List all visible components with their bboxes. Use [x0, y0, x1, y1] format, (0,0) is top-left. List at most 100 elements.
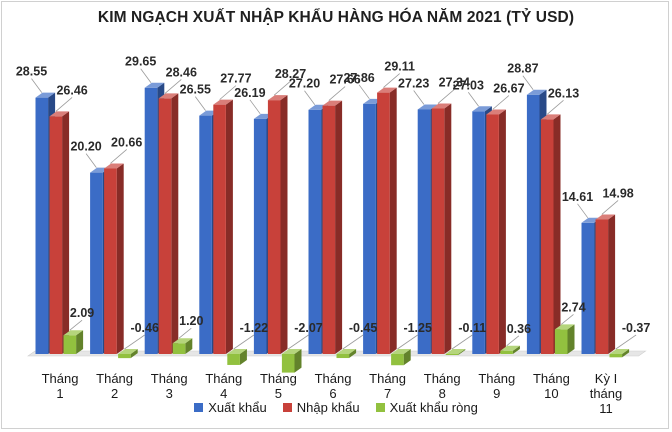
data-label-export-4: 26.55 [180, 83, 211, 97]
bar-net-6 [336, 349, 357, 359]
bar-front [172, 343, 186, 354]
data-label-net-6: -0.45 [349, 321, 378, 335]
bar-side [280, 95, 288, 354]
category-label-line: 2 [111, 386, 118, 401]
data-label-net-1: 2.09 [70, 306, 94, 320]
data-label-import-9: 26.67 [493, 82, 524, 96]
data-label-leader [287, 334, 309, 350]
bar-top [472, 106, 492, 112]
legend-item-import: Nhập khẩu [282, 400, 360, 415]
bar-front [227, 354, 240, 365]
bar-top [104, 163, 124, 169]
category-label-8: Tháng 8 [424, 371, 461, 401]
data-label-leader [194, 96, 206, 111]
bar-top [445, 349, 466, 354]
bar-import-10 [540, 114, 561, 354]
data-label-leader [358, 84, 370, 100]
bar-top [281, 349, 302, 354]
category-label-line: 6 [329, 386, 336, 401]
legend-item-net: Xuất khẩu ròng [375, 400, 478, 415]
data-label-export-9: 27.03 [453, 78, 484, 92]
data-label-leader [546, 100, 564, 115]
bar-net-2 [118, 349, 138, 359]
category-label-line: Kỳ I [595, 371, 617, 386]
bar-front [63, 335, 77, 354]
legend-swatch-import [282, 403, 292, 412]
bar-side [389, 87, 397, 355]
bar-top [227, 349, 247, 354]
category-label-line: Tháng [369, 371, 406, 386]
bar-net-9 [500, 345, 520, 354]
bar-front [377, 92, 390, 355]
bar-front [472, 111, 485, 354]
category-label-line: tháng [590, 386, 623, 401]
data-label-leader [328, 86, 346, 101]
bar-top [172, 338, 193, 344]
bar-front [322, 105, 336, 355]
bar-net-8 [445, 349, 466, 355]
bar-top [35, 92, 56, 98]
bar-side [335, 100, 343, 355]
category-label-5: Tháng 5 [260, 371, 297, 401]
legend-swatch-export [194, 403, 204, 412]
bar-top [63, 330, 84, 336]
bar-front [609, 354, 623, 358]
bar-front [595, 219, 609, 354]
data-label-import-7: 29.11 [384, 60, 415, 74]
bar-side [116, 163, 124, 354]
data-label-leader [178, 327, 192, 339]
data-label-net-3: 1.20 [179, 314, 203, 328]
bar-side [62, 111, 70, 355]
category-label-line: Tháng [533, 371, 570, 386]
data-label-leader [577, 203, 589, 219]
chart-legend: Xuất khẩu Nhập khẩu Xuất khẩu ròng [0, 400, 672, 415]
bar-side [171, 93, 179, 354]
bar-net-10 [554, 324, 575, 354]
category-label-line: 4 [220, 386, 227, 401]
bar-side [553, 114, 561, 354]
bar-top [417, 104, 438, 110]
data-label-leader [467, 92, 479, 107]
data-label-leader [85, 153, 97, 168]
category-label-line: Tháng [315, 371, 352, 386]
bar-front [445, 354, 459, 355]
data-label-leader [219, 85, 237, 100]
data-label-leader [615, 334, 637, 350]
bar-front [144, 87, 158, 355]
bar-side [512, 345, 520, 354]
data-label-net-4: -1.22 [240, 321, 269, 335]
bar-side [458, 349, 466, 355]
bar-side [130, 349, 138, 359]
category-label-6: Tháng 6 [315, 371, 352, 401]
data-label-export-10: 28.87 [507, 62, 538, 76]
bar-front [308, 109, 322, 354]
category-label-line: Tháng [96, 371, 133, 386]
bar-front [267, 100, 281, 354]
bar-side [349, 349, 357, 359]
bar-top [526, 89, 547, 95]
bar-top [158, 93, 179, 99]
category-label-7: Tháng 7 [369, 371, 406, 401]
bar-net-1 [63, 330, 84, 354]
data-label-leader [437, 89, 455, 104]
bar-top [431, 103, 452, 109]
legend-item-export: Xuất khẩu [194, 400, 267, 415]
data-label-export-7: 27.86 [343, 71, 374, 85]
category-label-4: Tháng 4 [205, 371, 242, 401]
data-label-net-9: 0.36 [507, 322, 531, 336]
data-labels: 28.55 26.46 2.09 20.20 20.66 -0.46 29.65 28.46 1… [16, 55, 650, 350]
data-label-export-2: 20.20 [70, 140, 101, 154]
bar-top [336, 349, 357, 354]
data-label-leader [304, 90, 316, 105]
bar-top [377, 87, 397, 93]
category-label-9: Tháng 9 [478, 371, 515, 401]
bar-top [118, 349, 138, 354]
category-label-line: 9 [493, 386, 500, 401]
bar-front [540, 119, 554, 354]
bar-front [281, 354, 295, 373]
data-label-net-2: -0.46 [130, 321, 159, 335]
data-label-leader [69, 319, 83, 331]
bar-top [391, 349, 411, 354]
bar-front [336, 354, 350, 359]
data-label-export-6: 27.20 [289, 77, 320, 91]
